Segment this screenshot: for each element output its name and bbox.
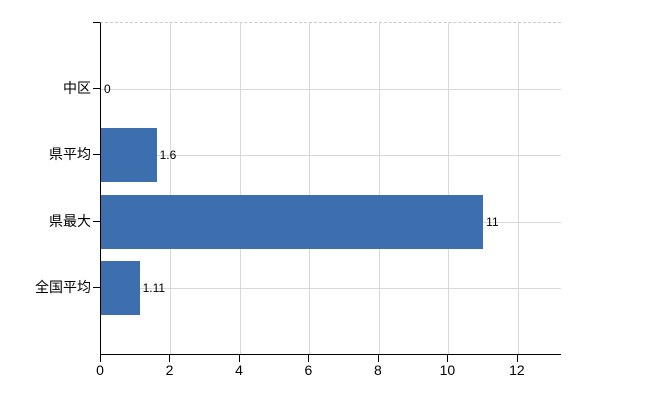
x-tick-label: 2 bbox=[165, 362, 174, 378]
x-tick-label: 6 bbox=[304, 362, 313, 378]
vertical-gridline bbox=[239, 23, 241, 354]
bar bbox=[101, 194, 484, 249]
horizontal-gridline bbox=[101, 89, 561, 91]
x-tick-label: 4 bbox=[235, 362, 243, 378]
vertical-gridline bbox=[517, 23, 519, 354]
horizontal-gridline bbox=[101, 155, 561, 157]
horizontal-gridline bbox=[101, 287, 561, 289]
category-label: 中区 bbox=[63, 80, 91, 97]
y-axis-top-tick bbox=[93, 22, 100, 23]
bar bbox=[101, 260, 140, 315]
vertical-gridline bbox=[448, 23, 450, 354]
x-axis-tick bbox=[100, 354, 101, 362]
x-axis-tick bbox=[377, 354, 379, 362]
plot-area: 0 1.6 11 1.11 bbox=[100, 22, 561, 355]
y-axis-tick bbox=[93, 286, 100, 288]
vertical-gridline bbox=[309, 23, 311, 354]
vertical-gridline bbox=[378, 23, 380, 354]
x-axis-tick bbox=[516, 354, 518, 362]
category-label: 全国平均 bbox=[35, 278, 91, 295]
category-label: 県最大 bbox=[49, 212, 91, 229]
category-label: 県平均 bbox=[49, 146, 91, 163]
value-label: 11 bbox=[486, 214, 499, 229]
bar bbox=[101, 128, 157, 183]
value-label: 0 bbox=[104, 82, 111, 97]
y-axis-tick bbox=[93, 154, 100, 156]
x-tick-label: 12 bbox=[509, 362, 525, 378]
vertical-gridline bbox=[170, 23, 172, 354]
x-tick-label: 8 bbox=[374, 362, 382, 378]
x-tick-label: 10 bbox=[439, 362, 456, 378]
y-axis-tick bbox=[93, 88, 100, 90]
x-axis-tick bbox=[308, 354, 310, 362]
x-tick-label: 0 bbox=[96, 362, 104, 378]
x-axis-tick bbox=[447, 354, 449, 362]
x-axis-tick bbox=[169, 354, 171, 362]
value-label: 1.11 bbox=[142, 280, 166, 295]
x-axis-tick bbox=[238, 354, 240, 362]
value-label: 1.6 bbox=[159, 148, 177, 163]
y-axis-tick bbox=[93, 220, 100, 222]
